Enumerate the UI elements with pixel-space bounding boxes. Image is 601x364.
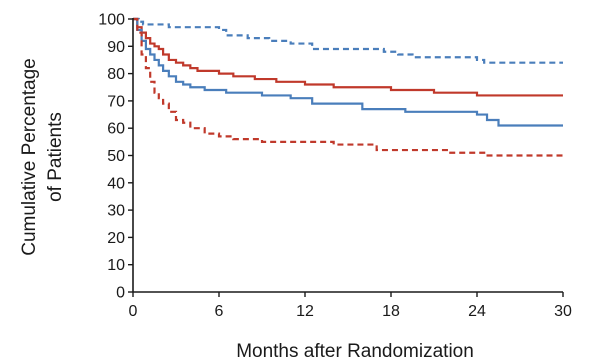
x-tick-label: 18 [382, 303, 400, 320]
y-tick-label: 0 [116, 285, 125, 302]
y-tick-label: 100 [98, 12, 125, 29]
y-tick-label: 70 [107, 93, 125, 110]
y-tick-label: 40 [107, 175, 125, 192]
series-line-2 [133, 17, 563, 97]
y-tick-label: 30 [107, 203, 125, 220]
x-axis-ticks: 0 6 12 18 24 30 [129, 292, 572, 320]
x-tick-label: 6 [215, 303, 224, 320]
y-tick-label: 10 [107, 257, 125, 274]
y-axis-title: Cumulative Percentage of Patients [19, 58, 66, 256]
y-tick-label: 20 [107, 230, 125, 247]
series-line-4 [133, 17, 563, 157]
y-axis-title-line-2: of Patients [45, 112, 66, 202]
x-tick-label: 0 [129, 303, 138, 320]
y-tick-label: 90 [107, 39, 125, 56]
x-tick-label: 30 [554, 303, 572, 320]
y-axis-ticks: 0 10 20 30 40 50 60 70 80 90 100 [98, 12, 133, 302]
y-tick-label: 60 [107, 121, 125, 138]
y-tick-label: 80 [107, 66, 125, 83]
x-axis-title: Months after Randomization [236, 341, 474, 362]
y-tick-label: 50 [107, 148, 125, 165]
x-tick-label: 24 [468, 303, 486, 320]
series-line-3 [133, 17, 563, 127]
series-line-1 [133, 17, 563, 64]
x-tick-label: 12 [296, 303, 314, 320]
series-layer [133, 17, 563, 157]
y-axis-title-line-1: Cumulative Percentage [19, 58, 40, 256]
